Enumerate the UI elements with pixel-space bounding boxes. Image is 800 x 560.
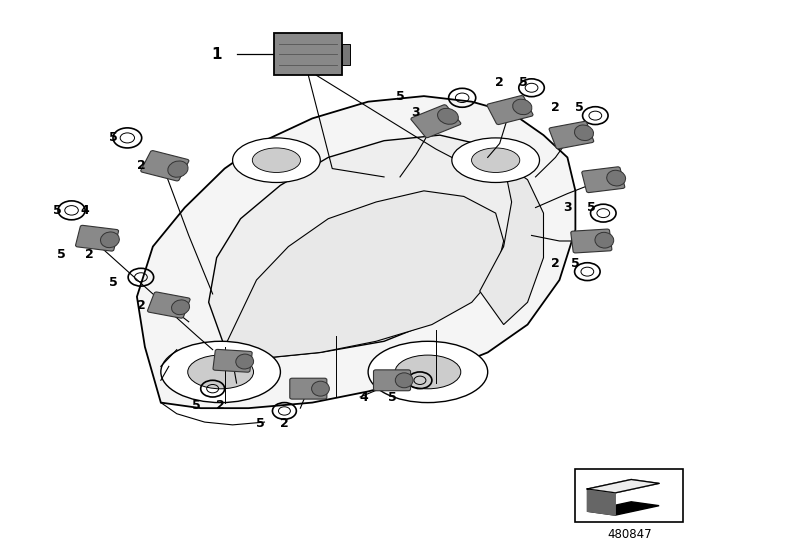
Text: 2: 2 — [280, 417, 289, 430]
Text: 4: 4 — [360, 390, 369, 404]
Ellipse shape — [395, 373, 413, 388]
Text: 5: 5 — [519, 76, 528, 88]
Text: 5: 5 — [57, 249, 66, 262]
Text: 2: 2 — [85, 249, 94, 262]
Ellipse shape — [233, 138, 320, 183]
Text: 5: 5 — [109, 132, 118, 144]
FancyBboxPatch shape — [411, 105, 461, 138]
FancyBboxPatch shape — [487, 96, 533, 124]
Polygon shape — [225, 191, 504, 358]
Polygon shape — [587, 479, 659, 493]
Text: 2: 2 — [551, 101, 560, 114]
Ellipse shape — [471, 148, 520, 172]
Text: 2: 2 — [137, 298, 146, 311]
Text: 5: 5 — [571, 257, 580, 270]
Ellipse shape — [606, 170, 626, 186]
Ellipse shape — [101, 232, 119, 248]
Text: 5: 5 — [109, 276, 118, 290]
FancyBboxPatch shape — [582, 167, 625, 193]
Polygon shape — [587, 489, 615, 515]
Ellipse shape — [513, 99, 532, 115]
FancyBboxPatch shape — [342, 44, 350, 65]
Polygon shape — [209, 135, 519, 358]
FancyBboxPatch shape — [274, 34, 342, 75]
Text: 3: 3 — [412, 106, 420, 119]
Ellipse shape — [311, 381, 330, 396]
Text: 5: 5 — [256, 417, 265, 430]
Ellipse shape — [161, 341, 281, 403]
Ellipse shape — [368, 341, 488, 403]
Text: 5: 5 — [53, 204, 62, 217]
Text: 1: 1 — [211, 47, 222, 62]
Ellipse shape — [395, 355, 461, 389]
Polygon shape — [480, 163, 543, 325]
FancyBboxPatch shape — [147, 292, 190, 318]
FancyBboxPatch shape — [75, 225, 118, 251]
Text: 4: 4 — [81, 204, 90, 217]
Text: 5: 5 — [587, 201, 596, 214]
FancyBboxPatch shape — [571, 229, 612, 253]
Ellipse shape — [595, 232, 614, 248]
Ellipse shape — [574, 125, 594, 141]
FancyBboxPatch shape — [290, 378, 327, 399]
Text: 480847: 480847 — [607, 528, 651, 541]
Ellipse shape — [438, 108, 458, 124]
Polygon shape — [587, 502, 659, 515]
Text: 5: 5 — [575, 101, 584, 114]
Text: 2: 2 — [551, 257, 560, 270]
Ellipse shape — [252, 148, 301, 172]
FancyBboxPatch shape — [141, 151, 189, 181]
Text: 3: 3 — [563, 201, 572, 214]
Text: 2: 2 — [216, 399, 225, 412]
Ellipse shape — [171, 300, 190, 315]
Text: 5: 5 — [388, 390, 397, 404]
Bar — [575, 469, 683, 522]
Text: 2: 2 — [495, 76, 504, 88]
Text: 5: 5 — [396, 90, 404, 102]
Ellipse shape — [236, 354, 254, 369]
Ellipse shape — [188, 355, 254, 389]
Ellipse shape — [452, 138, 539, 183]
Polygon shape — [137, 96, 575, 408]
FancyBboxPatch shape — [374, 370, 410, 391]
FancyBboxPatch shape — [213, 349, 252, 372]
Text: 2: 2 — [137, 159, 146, 172]
Text: 5: 5 — [192, 399, 201, 412]
FancyBboxPatch shape — [549, 122, 594, 149]
Ellipse shape — [168, 161, 188, 178]
